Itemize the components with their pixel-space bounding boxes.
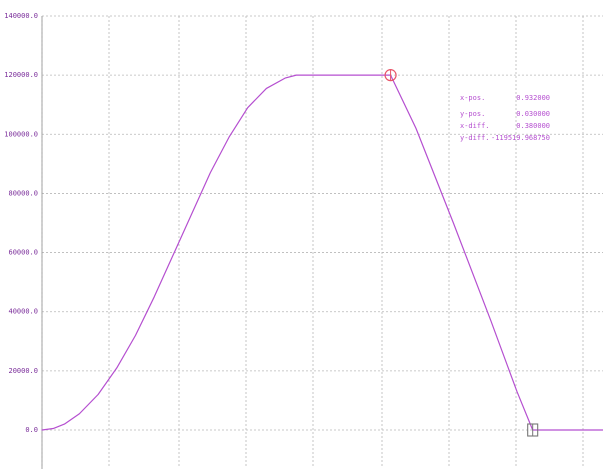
- y-tick-label: 120000.0: [4, 71, 38, 79]
- axis-layer: 0.0 20000.0 40000.0 60000.0 80000.0 100000.0 1…: [4, 12, 43, 469]
- readout-y-diff-label: y-diff.: [460, 134, 490, 142]
- marker-layer: [384, 69, 539, 437]
- series-layer: [41, 74, 603, 431]
- y-tick-label: 140000.0: [4, 12, 38, 20]
- readout-y-diff-value: -119519.968750: [491, 134, 550, 142]
- y-tick-label: 80000.0: [8, 189, 38, 197]
- series-line: [41, 74, 603, 431]
- readout-x-pos-label: x-pos.: [460, 94, 485, 102]
- readout-x-diff-value: 0.380000: [516, 122, 550, 130]
- readout-y-pos-value: 0.030000: [516, 110, 550, 118]
- y-tick-label: 100000.0: [4, 130, 38, 138]
- y-tick-label: 60000.0: [8, 249, 38, 257]
- y-tick-label: 20000.0: [8, 367, 38, 375]
- grid-layer: [41, 15, 603, 467]
- readout-x-diff-label: x-diff.: [460, 122, 490, 130]
- y-tick-label: 40000.0: [8, 308, 38, 316]
- readout-y-pos-label: y-pos.: [460, 110, 485, 118]
- readout-x-pos-value: 0.932000: [516, 94, 550, 102]
- y-tick-label: 0.0: [25, 426, 38, 434]
- cursor-readout-panel: x-pos. 0.932000 y-pos. 0.030000 x-diff. …: [460, 94, 550, 142]
